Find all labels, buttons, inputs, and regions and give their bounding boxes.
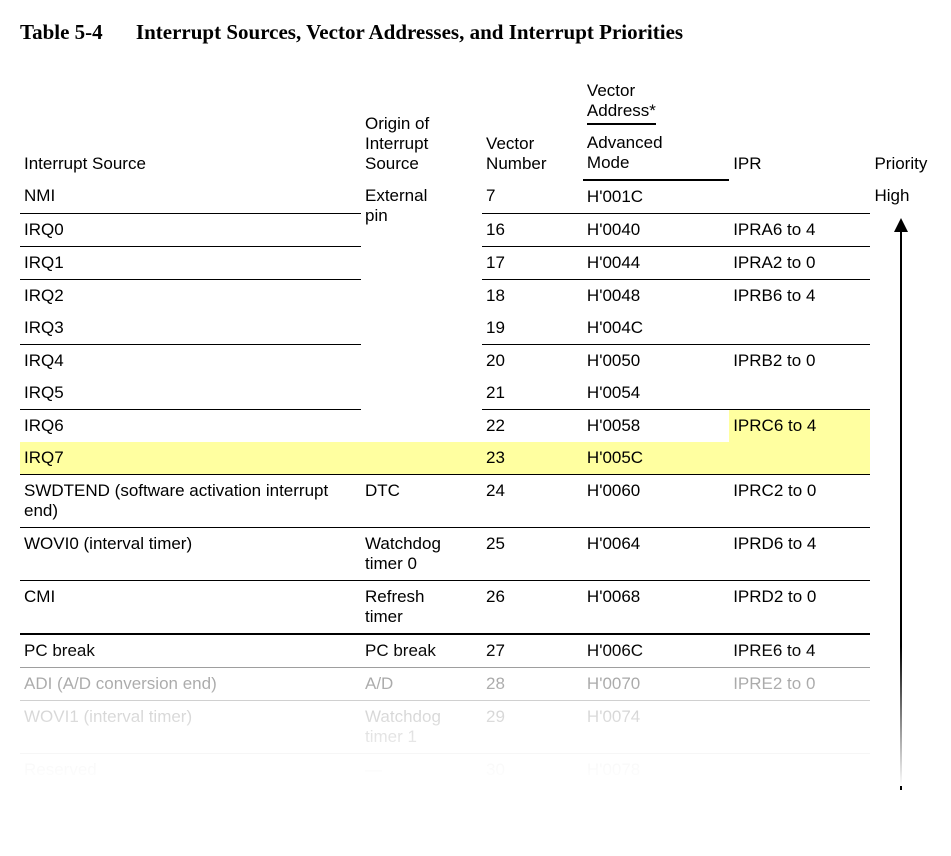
col-ipr: IPR <box>729 75 870 180</box>
col-priority: Priority <box>870 75 931 180</box>
priority-arrow-icon <box>894 218 908 791</box>
cell-vecaddr: H'001C <box>583 180 729 214</box>
table-number: Table 5-4 <box>20 20 103 45</box>
col-origin: Origin of Interrupt Source <box>361 75 482 180</box>
col-vecnum: Vector Number <box>482 75 583 180</box>
row-adi: ADI (A/D conversion end) A/D 28 H'0070 I… <box>20 668 931 701</box>
row-cmi: CMI Refresh timer 26 H'0068 IPRD2 to 0 <box>20 581 931 635</box>
cell-priority-high: High <box>870 180 931 214</box>
row-pcbreak: PC break PC break 27 H'006C IPRE6 to 4 <box>20 634 931 668</box>
row-swdtend: SWDTEND (software activation interrupt e… <box>20 475 931 528</box>
row-wovi0: WOVI0 (interval timer) Watchdog timer 0 … <box>20 528 931 581</box>
row-reserved: Reserved — 30 H'0078 <box>20 754 931 787</box>
col-vecaddr-top: Vector Address* <box>583 75 729 127</box>
row-irq7: IRQ7 23 H'005C <box>20 442 931 475</box>
row-nmi: NMI External pin 7 H'001C High <box>20 180 931 214</box>
col-source: Interrupt Source <box>20 75 361 180</box>
priority-arrow-cell <box>870 214 931 787</box>
table-title: Table 5-4 Interrupt Sources, Vector Addr… <box>20 20 931 45</box>
table-title-text: Interrupt Sources, Vector Addresses, and… <box>136 20 683 44</box>
col-vecaddr: Advanced Mode <box>583 127 729 180</box>
cell-vecnum: 7 <box>482 180 583 214</box>
cell-ipr <box>729 180 870 214</box>
row-wovi1: WOVI1 (interval timer) Watchdog timer 1 … <box>20 701 931 754</box>
cell-source: NMI <box>20 180 361 214</box>
interrupt-table: Interrupt Source Origin of Interrupt Sou… <box>20 75 931 786</box>
cell-origin: External pin <box>361 180 482 442</box>
